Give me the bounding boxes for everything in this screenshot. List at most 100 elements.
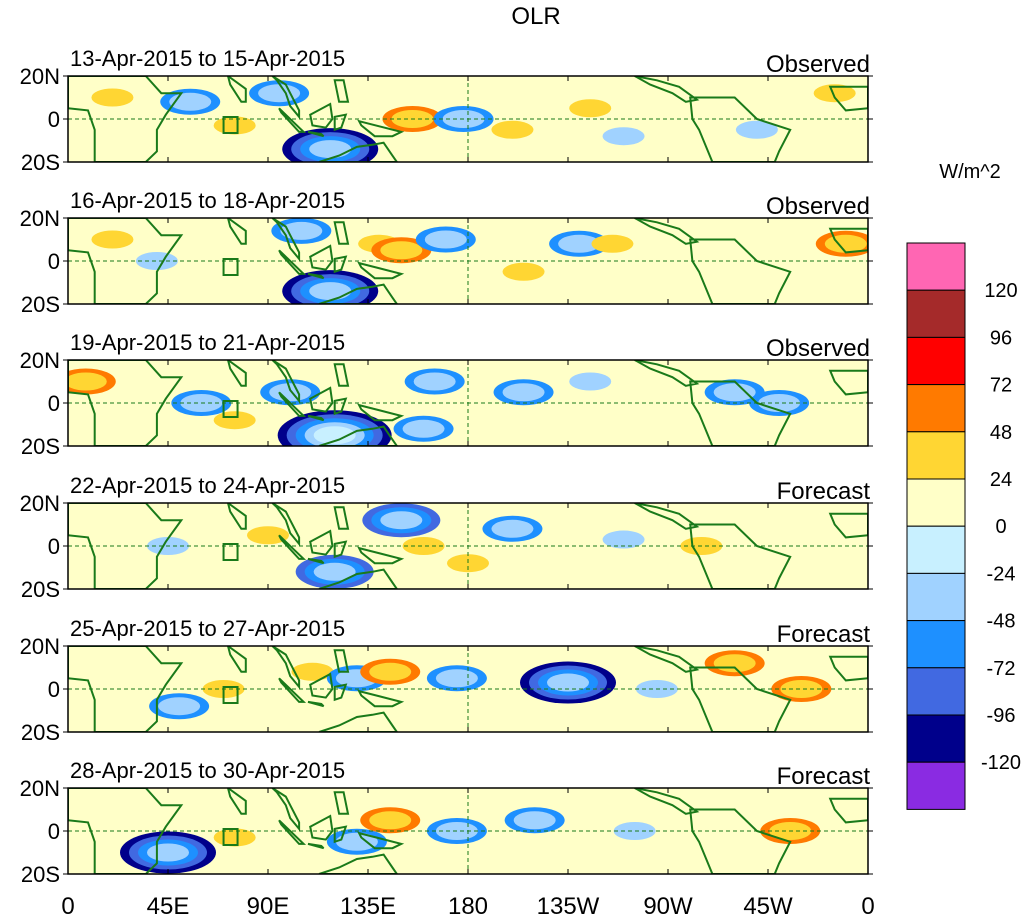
colorbar-swatch: [906, 572, 966, 622]
coastline: [333, 540, 348, 559]
anomaly-contour: [613, 822, 656, 840]
colorbar-swatch: [906, 242, 966, 291]
coastline: [271, 646, 301, 690]
anomaly-contour: [713, 383, 756, 402]
region-box: [222, 828, 239, 846]
colorbar-swatch: [906, 714, 966, 763]
anomaly-contour: [602, 530, 645, 549]
anomaly-contour: [813, 84, 856, 103]
region-box: [222, 686, 239, 704]
anomaly-contour: [558, 234, 601, 253]
panel-1: 20N 0 20S 13-Apr-2015 to 15-Apr-2015 Observe…: [20, 46, 873, 175]
colorbar-swatch: [906, 620, 966, 669]
coastline: [307, 557, 325, 565]
coastline: [333, 397, 348, 416]
region-box: [222, 543, 239, 561]
coastline: [357, 119, 405, 138]
coastlines: [68, 788, 868, 874]
coastline: [68, 788, 184, 874]
coastline: [357, 689, 405, 708]
anomaly-field: [149, 650, 832, 720]
coastline: [307, 700, 325, 708]
panel-stack: 20N 0 20S 13-Apr-2015 to 15-Apr-2015 Observe…: [20, 46, 873, 887]
coastline: [318, 711, 399, 732]
anomaly-contour: [491, 120, 534, 139]
anomaly-contour: [513, 811, 556, 830]
anomaly-contour: [713, 654, 756, 673]
y-tick-label: 0: [48, 819, 60, 844]
panel-date-range: 22-Apr-2015 to 24-Apr-2015: [70, 473, 345, 498]
y-tick-label: 20N: [20, 491, 60, 516]
coastline: [689, 380, 792, 446]
panel-date-range: 25-Apr-2015 to 27-Apr-2015: [70, 616, 345, 641]
colorbar-level-label: -24: [987, 563, 1016, 585]
coastlines: [68, 646, 868, 732]
anomaly-contour: [169, 92, 212, 111]
anomaly-field: [91, 80, 856, 162]
anomaly-contour: [380, 241, 423, 260]
anomaly-contour: [247, 526, 289, 545]
y-tick-label: 20S: [21, 577, 60, 602]
y-tick-label: 20N: [20, 64, 60, 89]
panel-date-range: 13-Apr-2015 to 15-Apr-2015: [70, 46, 345, 71]
coastline: [68, 218, 184, 304]
colorbar-swatch: [906, 431, 966, 480]
anomaly-contour: [602, 127, 645, 146]
panel-date-range: 28-Apr-2015 to 30-Apr-2015: [70, 758, 345, 783]
y-tick-label: 20N: [20, 348, 60, 373]
coastline: [226, 218, 247, 245]
anomaly-contour: [780, 680, 823, 698]
anomaly-contour: [91, 88, 134, 107]
y-tick-label: 20S: [21, 720, 60, 745]
coastline: [318, 425, 399, 446]
coastline: [828, 369, 868, 396]
anomaly-contour: [402, 419, 445, 438]
anomaly-contour: [491, 519, 534, 538]
anomaly-contour: [369, 662, 412, 681]
coastline: [278, 249, 307, 275]
anomaly-contour: [424, 230, 467, 249]
colorbar-level-label: 24: [990, 469, 1012, 491]
anomaly-contour: [313, 562, 356, 581]
panel-kind: Forecast: [777, 478, 871, 505]
anomaly-contour: [213, 828, 256, 847]
coastline: [318, 141, 399, 162]
region-box: [222, 116, 239, 134]
panel-3: 20N 0 20S 19-Apr-2015 to 21-Apr-2015 Observe…: [20, 330, 873, 459]
colorbar-level-label: 0: [995, 516, 1006, 538]
coastlines: [68, 503, 868, 589]
anomaly-contour: [591, 234, 634, 253]
coastline: [309, 529, 334, 556]
panel-5: 20N 0 20S 25-Apr-2015 to 27-Apr-2015 Forecas…: [20, 616, 873, 745]
chart-title: OLR: [511, 3, 560, 30]
coastline: [68, 76, 184, 162]
coastline: [689, 808, 792, 874]
panel-6: 20N 0 20S 28-Apr-2015 to 30-Apr-2015 Forecas…: [20, 758, 873, 887]
coastline: [333, 791, 350, 815]
coastline: [318, 568, 399, 589]
colorbar-level-label: 72: [990, 375, 1012, 397]
anomaly-contour: [502, 262, 545, 281]
anomaly-contour: [547, 673, 589, 692]
panel-date-range: 19-Apr-2015 to 21-Apr-2015: [70, 330, 345, 355]
anomaly-contour: [335, 832, 378, 851]
x-tick-label: 45W: [743, 893, 793, 920]
anomaly-contour: [447, 554, 489, 573]
coastline: [333, 683, 348, 702]
x-tick-label: 135W: [537, 893, 600, 920]
y-tick-label: 0: [48, 391, 60, 416]
coastline: [68, 360, 184, 446]
coastline: [278, 819, 307, 845]
coastline: [271, 503, 301, 547]
coastline: [278, 391, 307, 417]
colorbar-swatch: [906, 667, 966, 716]
colorbar-swatch: [906, 761, 966, 810]
region-box: [222, 400, 239, 418]
region-box: [222, 258, 239, 276]
anomaly-contour: [258, 84, 301, 103]
coastline: [309, 102, 334, 129]
coastline: [309, 244, 334, 271]
coastline: [278, 107, 307, 133]
coastline: [828, 227, 868, 254]
anomaly-field: [91, 218, 868, 304]
